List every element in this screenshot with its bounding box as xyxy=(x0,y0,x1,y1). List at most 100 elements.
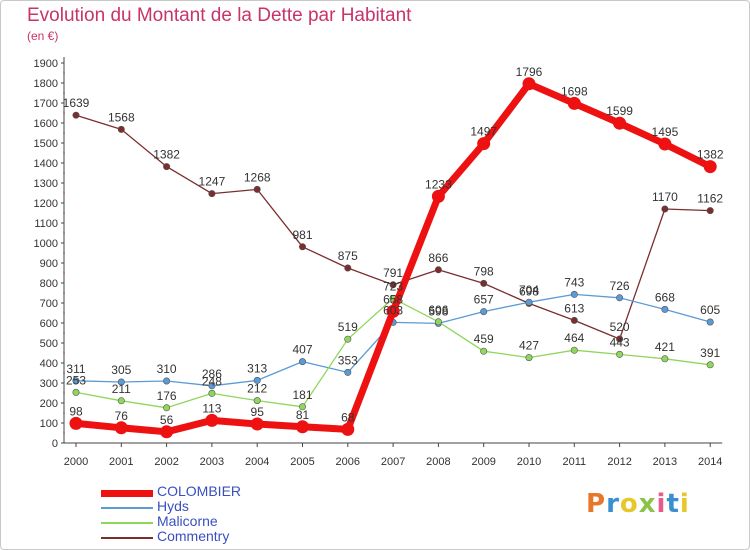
data-label-hyds: 704 xyxy=(519,283,539,297)
data-point-malicorne xyxy=(298,403,306,411)
data-point-commentry xyxy=(661,205,669,213)
legend-label-malicorne: Malicorne xyxy=(157,513,218,529)
data-label-hyds: 598 xyxy=(428,304,448,318)
legend-label-commentry: Commentry xyxy=(157,528,230,544)
data-point-hyds xyxy=(480,308,488,316)
data-label-colombier: 113 xyxy=(202,401,221,415)
y-tick-label: 1900 xyxy=(34,58,58,70)
data-label-commentry: 1382 xyxy=(153,148,180,162)
data-label-malicorne: 464 xyxy=(564,331,584,345)
data-point-commentry xyxy=(117,125,125,133)
data-point-colombier xyxy=(613,116,627,130)
data-label-colombier: 56 xyxy=(160,413,174,427)
data-point-hyds xyxy=(525,298,533,306)
data-point-hyds xyxy=(706,318,714,326)
data-point-commentry xyxy=(253,185,261,193)
y-tick-label: 700 xyxy=(40,298,58,310)
y-tick-label: 1800 xyxy=(34,78,58,90)
data-point-malicorne xyxy=(117,397,125,405)
y-tick-label: 1500 xyxy=(34,138,58,150)
data-point-malicorne xyxy=(344,335,352,343)
data-point-malicorne xyxy=(570,346,578,354)
data-label-malicorne: 519 xyxy=(338,320,358,334)
data-label-hyds: 310 xyxy=(157,362,177,376)
data-label-malicorne: 443 xyxy=(610,335,630,349)
data-label-hyds: 743 xyxy=(564,275,584,289)
data-point-commentry xyxy=(298,243,306,251)
data-point-hyds xyxy=(344,368,352,376)
data-label-colombier: 1796 xyxy=(516,65,543,79)
logo-letter: i xyxy=(656,489,667,519)
data-label-commentry: 1268 xyxy=(244,170,271,184)
data-label-malicorne: 176 xyxy=(157,389,177,403)
y-tick-label: 400 xyxy=(40,358,58,370)
legend-label-hyds: Hyds xyxy=(157,498,189,514)
y-tick-label: 1700 xyxy=(34,98,58,110)
data-point-colombier xyxy=(567,96,581,110)
data-label-hyds: 353 xyxy=(338,353,358,367)
data-label-commentry: 1247 xyxy=(199,175,226,189)
data-point-malicorne xyxy=(434,318,442,326)
data-label-hyds: 311 xyxy=(66,362,85,376)
data-point-malicorne xyxy=(661,355,669,363)
legend-label-colombier: COLOMBIER xyxy=(157,483,242,499)
data-label-hyds: 305 xyxy=(111,363,131,377)
y-tick-label: 1400 xyxy=(34,158,58,170)
data-point-colombier xyxy=(250,417,264,431)
data-point-commentry xyxy=(344,264,352,272)
data-point-colombier xyxy=(341,422,355,436)
data-label-colombier: 68 xyxy=(341,410,355,424)
y-tick-label: 200 xyxy=(40,398,58,410)
data-label-colombier: 1382 xyxy=(697,148,724,162)
data-label-hyds: 605 xyxy=(700,303,720,317)
data-label-malicorne: 212 xyxy=(247,382,267,396)
y-tick-label: 1300 xyxy=(34,178,58,190)
data-label-colombier: 81 xyxy=(296,408,310,422)
data-label-hyds: 407 xyxy=(292,343,312,357)
data-point-malicorne xyxy=(253,397,261,405)
data-label-commentry: 981 xyxy=(292,228,312,242)
data-label-colombier: 95 xyxy=(251,405,265,419)
x-tick-label: 2010 xyxy=(517,456,541,468)
data-point-commentry xyxy=(163,163,171,171)
data-point-commentry xyxy=(72,111,80,119)
data-label-malicorne: 421 xyxy=(655,340,675,354)
y-tick-label: 100 xyxy=(40,418,58,430)
data-label-malicorne: 211 xyxy=(112,382,131,396)
data-point-hyds xyxy=(253,376,261,384)
data-point-hyds xyxy=(570,290,578,298)
data-point-colombier xyxy=(703,160,717,174)
y-tick-label: 1200 xyxy=(34,198,58,210)
data-point-hyds xyxy=(661,305,669,313)
chart-subtitle: (en €) xyxy=(27,29,59,43)
data-point-colombier xyxy=(296,420,309,434)
data-label-hyds: 668 xyxy=(655,290,675,304)
y-tick-label: 900 xyxy=(40,258,58,270)
y-tick-label: 1600 xyxy=(34,118,58,130)
logo-letter: r xyxy=(606,489,620,519)
data-label-malicorne: 248 xyxy=(202,374,222,388)
x-tick-label: 2006 xyxy=(336,456,360,468)
y-tick-label: 800 xyxy=(40,278,58,290)
data-point-colombier xyxy=(386,304,400,318)
data-point-commentry xyxy=(480,279,488,287)
data-label-hyds: 286 xyxy=(202,367,222,381)
data-label-colombier: 76 xyxy=(115,409,129,423)
y-tick-label: 300 xyxy=(40,378,58,390)
logo-letter: x xyxy=(638,489,657,519)
data-label-malicorne: 181 xyxy=(292,388,312,402)
x-tick-label: 2002 xyxy=(154,456,178,468)
data-point-hyds xyxy=(208,382,216,390)
data-point-commentry xyxy=(570,316,578,324)
data-point-hyds xyxy=(72,377,80,385)
legend-swatch-hyds xyxy=(101,507,153,509)
logo-letter: t xyxy=(666,489,680,519)
data-label-hyds: 603 xyxy=(383,303,403,317)
legend-swatch-commentry xyxy=(101,537,153,539)
data-point-malicorne xyxy=(163,404,171,412)
logo-letter: i xyxy=(679,489,690,519)
data-point-hyds xyxy=(117,378,125,386)
proxiti-logo: Proxiti xyxy=(586,489,690,519)
